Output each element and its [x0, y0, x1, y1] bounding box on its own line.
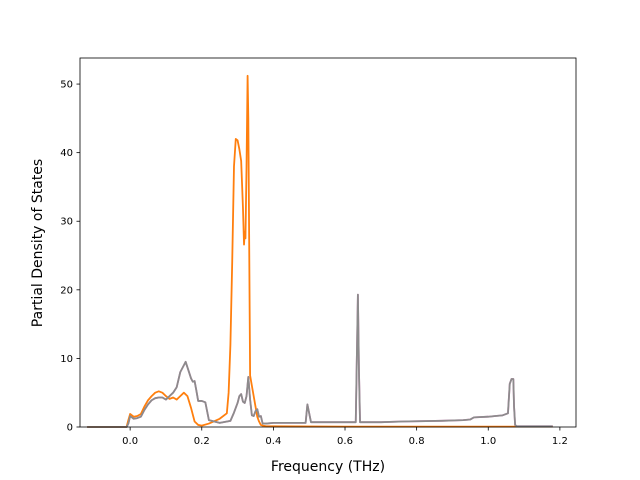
- y-tick-label: 30: [60, 217, 73, 228]
- y-tick-label: 10: [60, 354, 73, 365]
- x-tick-label: 0.2: [194, 436, 210, 447]
- series-layer: [87, 74, 553, 428]
- x-tick-label: 0.0: [122, 436, 138, 447]
- x-tick-label: 0.6: [337, 436, 353, 447]
- y-tick-label: 40: [60, 148, 73, 159]
- series-line-2: [87, 74, 553, 428]
- y-tick-label: 50: [60, 80, 73, 91]
- y-axis-ticks: 0 10 20 30 40 50: [60, 80, 80, 434]
- y-tick-label: 0: [67, 423, 73, 434]
- x-tick-label: 1.0: [480, 436, 496, 447]
- y-tick-label: 20: [60, 285, 73, 296]
- series-line-3: [87, 293, 553, 428]
- x-axis-label: Frequency (THz): [271, 459, 385, 475]
- x-tick-label: 0.8: [409, 436, 425, 447]
- x-axis-ticks: 0.0 0.2 0.4 0.6 0.8 1.0 1.2: [122, 427, 568, 447]
- x-tick-label: 0.4: [265, 436, 281, 447]
- axes-frame: [79, 57, 577, 428]
- x-tick-label: 1.2: [552, 436, 568, 447]
- y-axis-label: Partial Density of States: [30, 159, 46, 327]
